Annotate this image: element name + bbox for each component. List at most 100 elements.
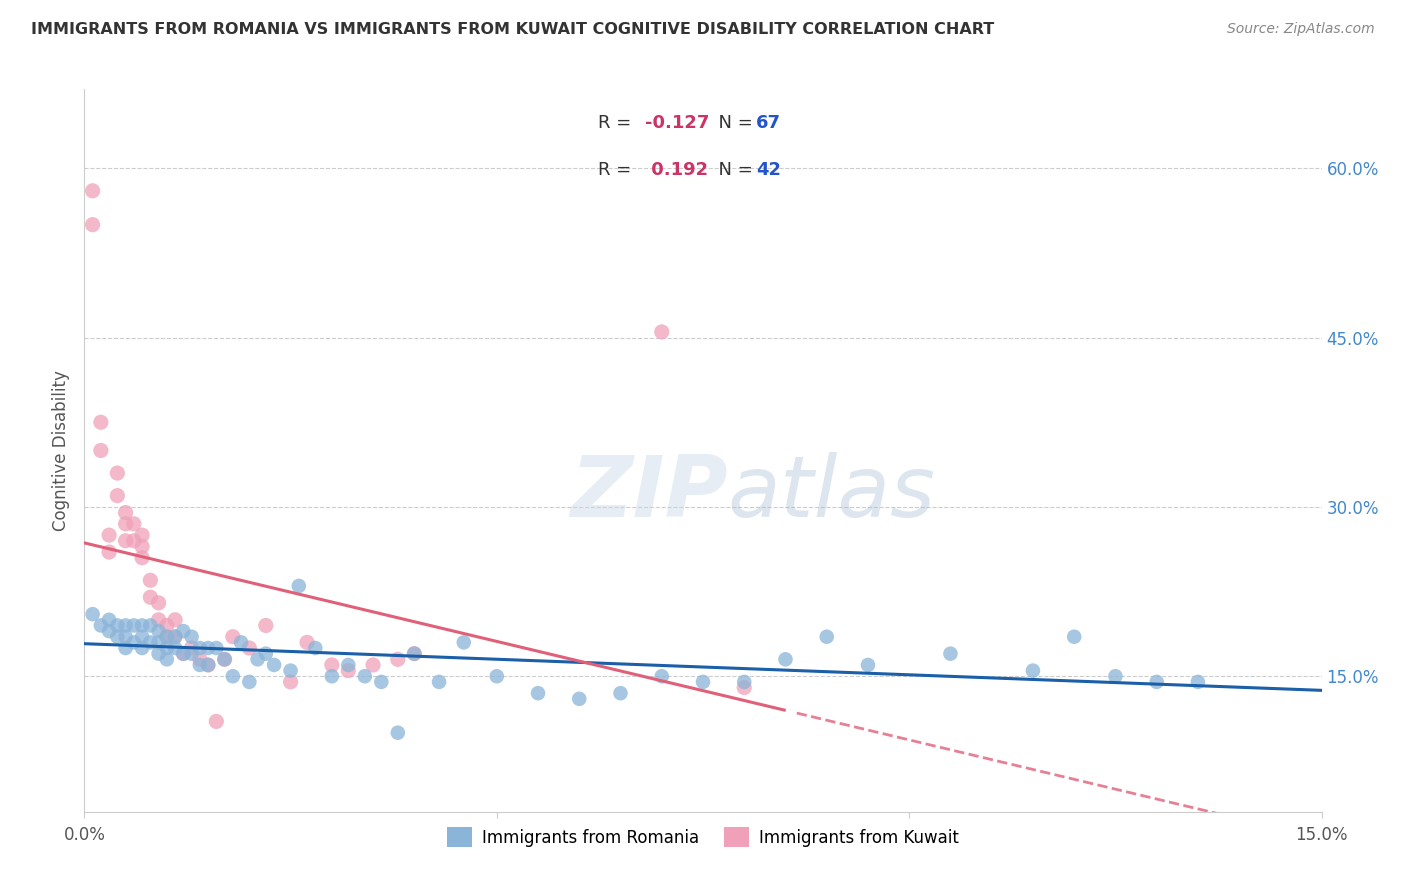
Point xyxy=(238,640,260,655)
Point xyxy=(222,669,245,683)
Point xyxy=(148,635,170,649)
Point xyxy=(105,466,128,480)
Point xyxy=(361,657,384,672)
Point xyxy=(156,630,179,644)
Point xyxy=(148,613,170,627)
Point xyxy=(337,664,360,678)
Point xyxy=(939,647,962,661)
Legend: Immigrants from Romania, Immigrants from Kuwait: Immigrants from Romania, Immigrants from… xyxy=(440,821,966,854)
Point xyxy=(288,579,311,593)
Point xyxy=(114,618,136,632)
Point xyxy=(156,618,179,632)
Point xyxy=(197,640,219,655)
Point xyxy=(122,516,145,531)
Point xyxy=(180,630,202,644)
Point xyxy=(1063,630,1085,644)
Point xyxy=(156,640,179,655)
Point xyxy=(180,640,202,655)
Point xyxy=(98,613,121,627)
Point xyxy=(131,630,153,644)
Point xyxy=(321,657,343,672)
Text: N =: N = xyxy=(707,161,758,179)
Text: 67: 67 xyxy=(756,114,782,133)
Text: IMMIGRANTS FROM ROMANIA VS IMMIGRANTS FROM KUWAIT COGNITIVE DISABILITY CORRELATI: IMMIGRANTS FROM ROMANIA VS IMMIGRANTS FR… xyxy=(31,22,994,37)
Point xyxy=(485,669,508,683)
Point xyxy=(205,640,228,655)
Point xyxy=(214,652,236,666)
Text: Source: ZipAtlas.com: Source: ZipAtlas.com xyxy=(1227,22,1375,37)
Point xyxy=(609,686,631,700)
Point xyxy=(105,630,128,644)
Point xyxy=(280,674,302,689)
Point xyxy=(651,325,673,339)
Point xyxy=(114,516,136,531)
Point xyxy=(82,218,104,232)
Point xyxy=(815,630,838,644)
Point xyxy=(238,674,260,689)
Point xyxy=(165,613,187,627)
Point xyxy=(246,652,269,666)
Text: R =: R = xyxy=(598,161,637,179)
Point xyxy=(82,184,104,198)
Point xyxy=(404,647,426,661)
Point xyxy=(856,657,879,672)
Point xyxy=(98,528,121,542)
Point xyxy=(337,657,360,672)
Point xyxy=(114,506,136,520)
Text: 42: 42 xyxy=(756,161,782,179)
Point xyxy=(131,640,153,655)
Point xyxy=(156,652,179,666)
Point xyxy=(114,640,136,655)
Point xyxy=(90,443,112,458)
Point xyxy=(304,640,326,655)
Point xyxy=(165,630,187,644)
Point xyxy=(165,630,187,644)
Point xyxy=(90,618,112,632)
Point xyxy=(527,686,550,700)
Point xyxy=(148,647,170,661)
Point xyxy=(280,664,302,678)
Point xyxy=(139,635,162,649)
Point xyxy=(188,657,211,672)
Point xyxy=(263,657,285,672)
Point xyxy=(692,674,714,689)
Point xyxy=(197,657,219,672)
Point xyxy=(165,640,187,655)
Point xyxy=(122,533,145,548)
Point xyxy=(254,618,277,632)
Point xyxy=(387,725,409,739)
Point xyxy=(214,652,236,666)
Text: R =: R = xyxy=(598,114,637,133)
Point xyxy=(82,607,104,622)
Point xyxy=(105,618,128,632)
Point xyxy=(568,691,591,706)
Point xyxy=(180,647,202,661)
Point xyxy=(172,647,194,661)
Point xyxy=(1187,674,1209,689)
Point xyxy=(148,624,170,639)
Point xyxy=(229,635,252,649)
Point xyxy=(131,618,153,632)
Point xyxy=(387,652,409,666)
Text: N =: N = xyxy=(707,114,758,133)
Point xyxy=(90,415,112,429)
Text: -0.127: -0.127 xyxy=(645,114,709,133)
Point xyxy=(131,540,153,554)
Point xyxy=(131,528,153,542)
Point xyxy=(775,652,797,666)
Point xyxy=(733,681,755,695)
Point xyxy=(98,624,121,639)
Point xyxy=(1146,674,1168,689)
Point xyxy=(254,647,277,661)
Point xyxy=(139,591,162,605)
Point xyxy=(321,669,343,683)
Point xyxy=(205,714,228,729)
Point xyxy=(114,630,136,644)
Point xyxy=(404,647,426,661)
Point xyxy=(353,669,375,683)
Y-axis label: Cognitive Disability: Cognitive Disability xyxy=(52,370,70,531)
Point xyxy=(733,674,755,689)
Point xyxy=(114,533,136,548)
Text: atlas: atlas xyxy=(728,452,936,535)
Point xyxy=(105,489,128,503)
